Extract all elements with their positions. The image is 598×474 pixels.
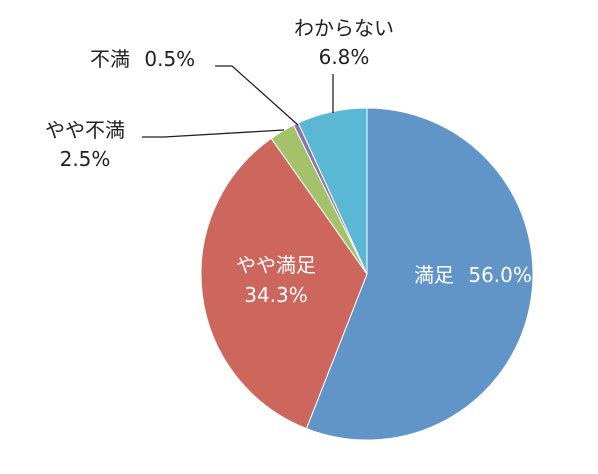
pie-slice-manzoku [305, 107, 534, 441]
slice-label-manzoku-name: 満足 [414, 263, 454, 287]
slice-label-yaya-fuman-name: やや不満 [45, 118, 125, 142]
leader-lines [142, 65, 334, 138]
slice-label-fuman-name: 不満 [90, 47, 130, 71]
leader-line-fuman [215, 65, 299, 126]
leader-line-yaya-fuman [142, 129, 285, 138]
slice-label-fuman-value: 0.5% [144, 47, 195, 71]
pie-slices [200, 107, 534, 441]
slice-label-yaya-fuman-value: 2.5% [60, 147, 111, 171]
slice-label-wakaranai-value: 6.8% [319, 45, 370, 69]
slice-label-fuman: 不満 0.5% [90, 47, 195, 71]
slice-label-wakaranai-name: わからない [294, 16, 394, 40]
slice-label-manzoku: 満足 56.0% [414, 263, 532, 287]
pie-slice-yaya-manzoku [200, 137, 368, 430]
pie-slice-wakaranai [297, 107, 368, 275]
slice-label-yaya-manzoku-value: 34.3% [244, 283, 308, 307]
slice-label-yaya-manzoku-name: やや満足 [236, 253, 316, 277]
slice-label-manzoku-value: 56.0% [468, 263, 532, 287]
